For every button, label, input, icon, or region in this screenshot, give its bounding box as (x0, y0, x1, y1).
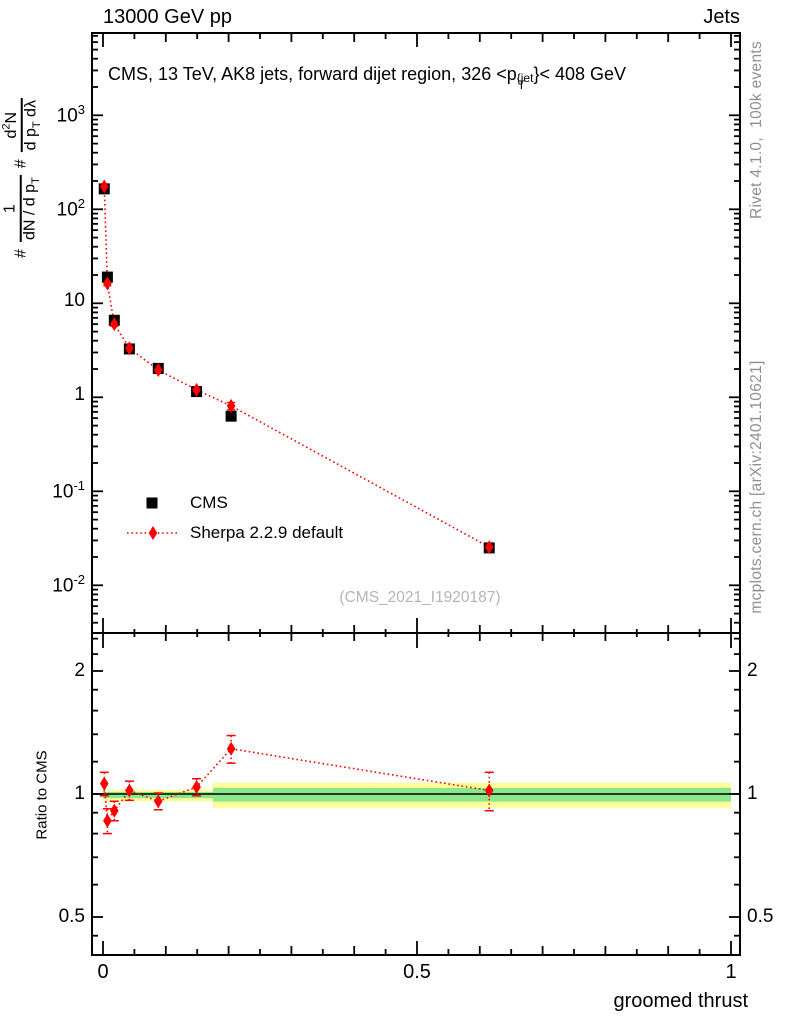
sherpa-marker (103, 276, 112, 291)
y-tick-label: 10-2 (52, 572, 85, 597)
hash-symbol: # (12, 159, 30, 169)
sherpa-marker (153, 363, 163, 378)
sherpa-line (103, 186, 490, 548)
y-tick-label: 103 (56, 102, 85, 127)
plot-title-text: CMS, 13 TeV, AK8 jets, forward dijet reg… (108, 64, 517, 84)
ratio-marker (226, 741, 236, 756)
plot-title: CMS, 13 TeV, AK8 jets, forward dijet reg… (108, 64, 627, 92)
x-tick-label: 0.5 (403, 961, 431, 983)
ratio-marker (103, 813, 112, 828)
sherpa-marker (110, 317, 119, 332)
sherpa-marker (484, 540, 494, 555)
legend-sherpa-marker (148, 526, 158, 540)
sherpa-marker (192, 382, 201, 397)
watermark: (CMS_2021_I1920187) (339, 589, 501, 606)
ratio-marker (192, 780, 201, 795)
ratio-marker (99, 776, 109, 791)
x-tick-label: 0 (97, 961, 109, 983)
ratio-y-label: Ratio to CMS (33, 750, 51, 840)
legend-cms-label: CMS (190, 493, 228, 512)
y-tick-label: 10-1 (52, 478, 85, 503)
sherpa-marker (125, 341, 134, 356)
differential-fraction: d2N d pT dλ (0, 98, 44, 153)
x-tick-label: 1 (725, 961, 737, 983)
ratio-line (103, 747, 490, 824)
normalization-fraction: 1 dN / d pT (1, 175, 43, 243)
legend-cms-marker (146, 497, 158, 509)
ratio-tick-label-left: 0.5 (58, 906, 85, 927)
ratio-tick-label-right: 0.5 (747, 906, 774, 927)
x-axis-label: groomed thrust (613, 990, 748, 1012)
sherpa-marker (226, 398, 236, 413)
y-tick-label: 102 (56, 196, 85, 221)
cms-marker (225, 410, 237, 422)
legend-sherpa-label: Sherpa 2.2.9 default (190, 523, 344, 542)
y-axis-formula: # 1 dN / d pT # d2N d pT dλ (0, 98, 44, 258)
y-tick-label: 1 (74, 384, 85, 406)
sherpa-marker (99, 179, 109, 194)
ratio-tick-label-right: 2 (747, 659, 758, 681)
ratio-marker (110, 803, 119, 818)
y-tick-label: 10 (63, 290, 85, 312)
ratio-marker (484, 783, 494, 798)
hash-symbol: # (12, 249, 30, 258)
main-panel-frame (91, 32, 741, 634)
ratio-tick-label-right: 1 (747, 783, 758, 804)
beam-energy-label: 13000 GeV pp (103, 6, 232, 28)
mcplots-arxiv-note: mcplots.cern.ch [arXiv:2401.10621] (748, 360, 765, 614)
ratio-tick-label-left: 1 (74, 783, 85, 804)
rivet-version-note: Rivet 4.1.0, 100k events (748, 40, 765, 220)
ratio-tick-label-left: 2 (74, 659, 85, 681)
pt-jet-superscript: {jet T (516, 70, 534, 92)
ratio-marker (153, 794, 163, 809)
jets-label: Jets (703, 6, 740, 28)
ratio-marker (125, 783, 134, 798)
